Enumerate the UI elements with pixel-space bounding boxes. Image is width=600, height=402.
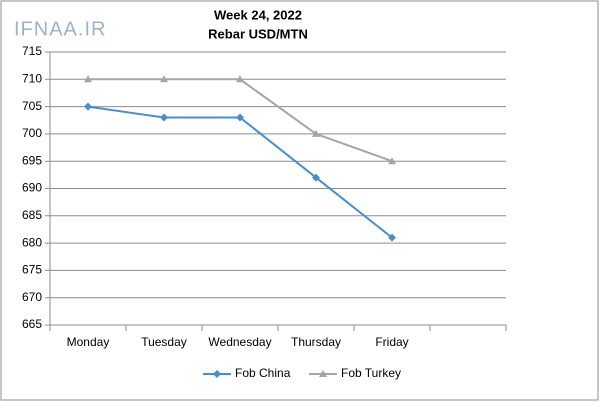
point	[388, 233, 396, 242]
y-tick-label: 665	[22, 317, 42, 331]
y-tick-label: 715	[22, 44, 42, 58]
point	[388, 157, 396, 165]
y-tick-label: 690	[22, 181, 42, 195]
y-tick-label: 700	[22, 126, 42, 140]
y-tick-label: 705	[22, 99, 42, 113]
legend-marker	[319, 370, 327, 377]
y-tick-label: 675	[22, 263, 42, 277]
x-tick-label: Tuesday	[141, 335, 187, 349]
y-tick-label: 670	[22, 290, 42, 304]
point	[312, 173, 320, 182]
watermark: IFNAA.IR	[14, 18, 106, 40]
point	[160, 75, 168, 83]
chart-title: Week 24, 2022	[214, 7, 302, 22]
point	[312, 129, 320, 137]
x-tick-label: Monday	[67, 335, 110, 349]
legend-marker	[213, 370, 221, 378]
chart-subtitle: Rebar USD/MTN	[208, 26, 308, 41]
y-tick-label: 710	[22, 71, 42, 85]
point	[84, 75, 92, 83]
x-tick-label: Thursday	[291, 335, 341, 349]
legend-label: Fob Turkey	[341, 366, 401, 380]
point	[160, 113, 168, 122]
legend-label: Fob China	[235, 366, 291, 380]
point	[236, 75, 244, 83]
point	[84, 102, 92, 111]
x-tick-label: Wednesday	[208, 335, 271, 349]
y-tick-label: 680	[22, 235, 42, 249]
y-tick-label: 695	[22, 153, 42, 167]
x-tick-label: Friday	[375, 335, 408, 349]
point	[236, 113, 244, 122]
y-tick-label: 685	[22, 208, 42, 222]
